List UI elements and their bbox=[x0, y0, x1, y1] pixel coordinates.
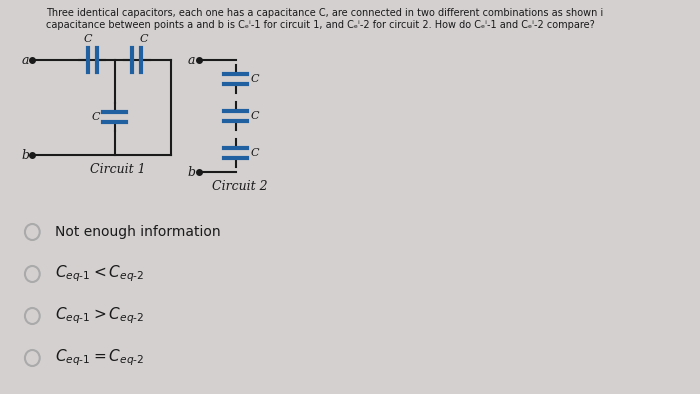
Text: a: a bbox=[188, 54, 195, 67]
Text: Circuit 1: Circuit 1 bbox=[90, 163, 146, 176]
Text: capacitance between points a and b is Cₑⁱ-1 for circuit 1, and Cₑⁱ-2 for circuit: capacitance between points a and b is Cₑ… bbox=[46, 20, 595, 30]
Text: C: C bbox=[91, 112, 99, 121]
Text: b: b bbox=[21, 149, 29, 162]
Text: C: C bbox=[251, 148, 259, 158]
Text: C: C bbox=[251, 111, 259, 121]
Text: C: C bbox=[83, 34, 92, 44]
Text: Not enough information: Not enough information bbox=[55, 225, 221, 239]
Text: $C_{eq\text{-}1} > C_{eq\text{-}2}$: $C_{eq\text{-}1} > C_{eq\text{-}2}$ bbox=[55, 306, 145, 326]
Text: C: C bbox=[251, 74, 259, 84]
Text: $C_{eq\text{-}1} < C_{eq\text{-}2}$: $C_{eq\text{-}1} < C_{eq\text{-}2}$ bbox=[55, 264, 145, 284]
Text: C: C bbox=[140, 34, 148, 44]
Text: $C_{eq\text{-}1} = C_{eq\text{-}2}$: $C_{eq\text{-}1} = C_{eq\text{-}2}$ bbox=[55, 348, 145, 368]
Text: Three identical capacitors, each one has a capacitance C, are connected in two d: Three identical capacitors, each one has… bbox=[46, 8, 603, 18]
Text: Circuit 2: Circuit 2 bbox=[212, 180, 268, 193]
Text: b: b bbox=[188, 165, 195, 178]
Text: a: a bbox=[21, 54, 29, 67]
